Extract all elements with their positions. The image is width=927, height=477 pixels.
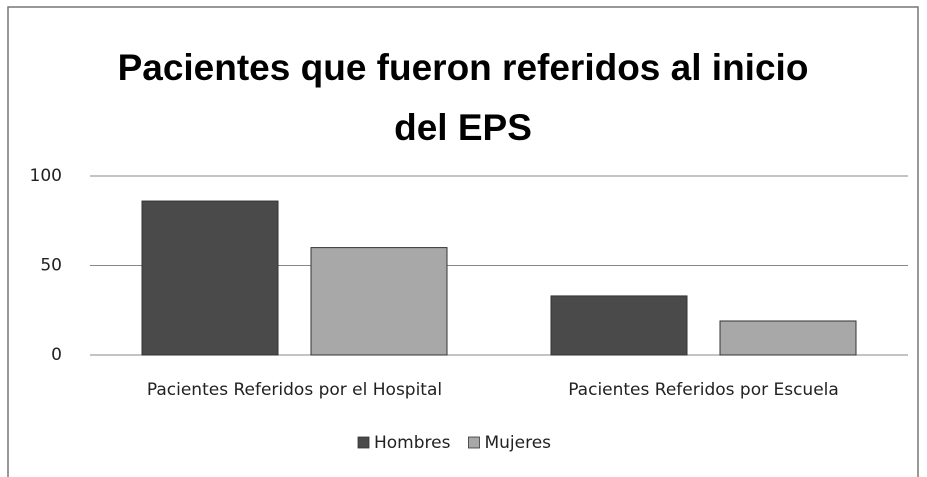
y-tick-label: 100 [30,166,62,186]
chart-border [7,6,919,477]
y-tick-label: 0 [51,345,62,365]
bar [719,320,857,356]
bar [141,200,279,356]
legend-label: Hombres [374,433,451,453]
y-tick-label: 50 [40,256,62,276]
chart-title: Pacientes que fueron referidos al inicio… [117,47,809,148]
legend-swatch [357,436,370,449]
legend-swatch [468,436,480,449]
x-tick-label: Pacientes Referidos por Escuela [568,380,839,400]
bar [310,247,448,356]
x-tick-label: Pacientes Referidos por el Hospital [147,380,442,400]
legend-label: Mujeres [484,433,551,453]
bar [550,295,688,356]
